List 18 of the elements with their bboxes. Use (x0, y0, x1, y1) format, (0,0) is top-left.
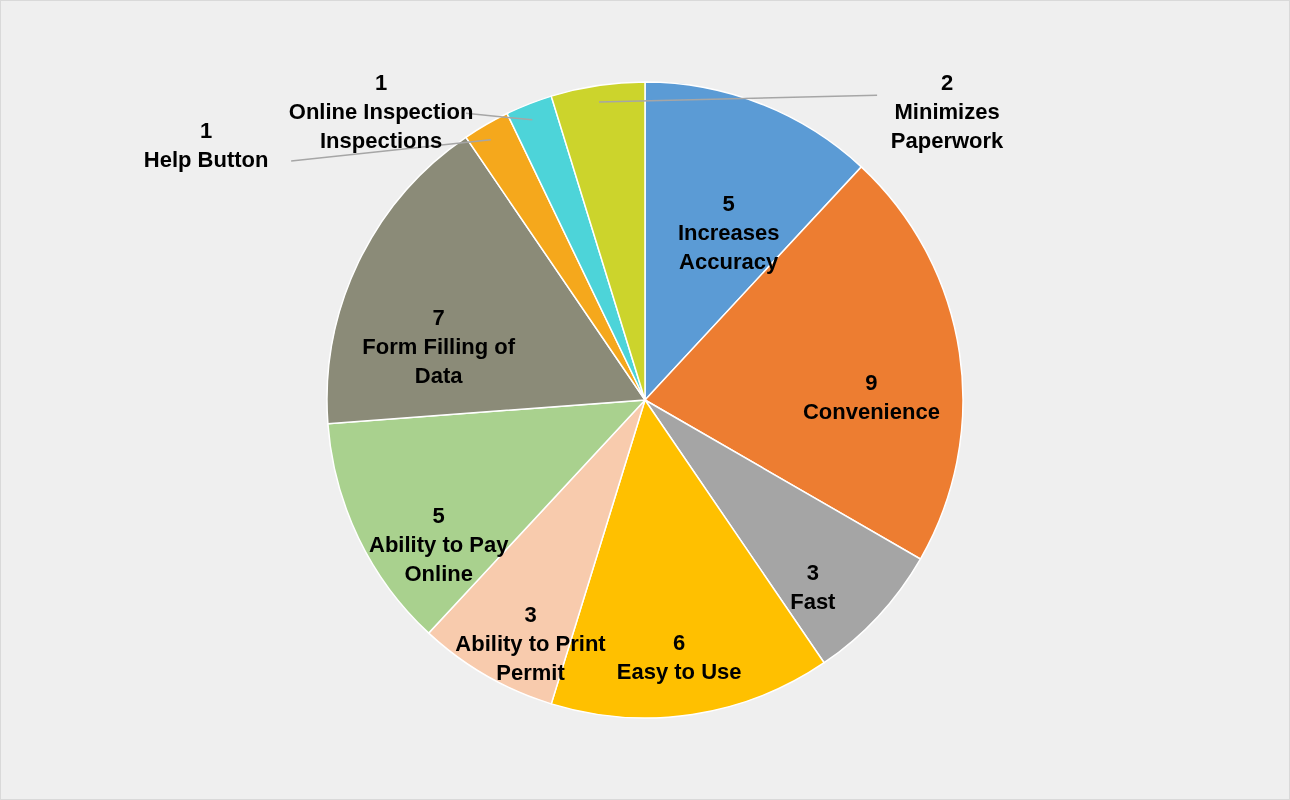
data-label: 7 (432, 304, 445, 330)
slice-label: Ability to Pay Online (369, 532, 510, 587)
data-label: 5 (432, 503, 445, 529)
slice-label: Minimizes Paperwork (890, 99, 1005, 154)
data-label: 1 (374, 70, 388, 96)
slice-label: Easy to Use (616, 659, 742, 685)
slice-label: Fast (790, 588, 837, 614)
slice-label: Form Filling of Data (362, 333, 516, 388)
slice-label: Convenience (802, 398, 940, 424)
data-label: 5 (722, 190, 735, 216)
data-label: 2 (940, 70, 954, 96)
data-label: 3 (806, 559, 819, 585)
data-label: 9 (865, 369, 878, 395)
data-label: 3 (524, 602, 537, 628)
data-label: 1 (200, 118, 213, 144)
data-label: 6 (673, 630, 686, 656)
slice-label: Help Button (143, 147, 269, 173)
slice-label: Online Inspection Inspections (288, 99, 474, 154)
